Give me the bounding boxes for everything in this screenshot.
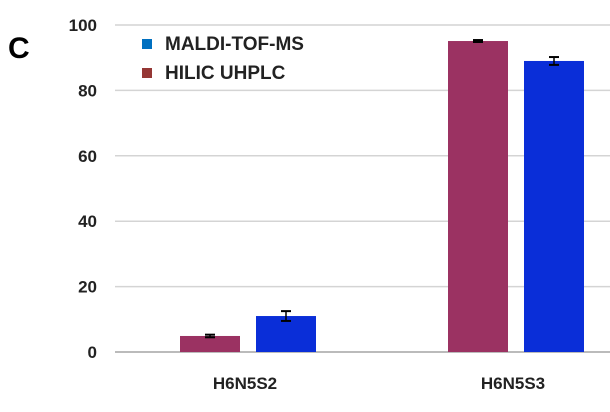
y-tick-label: 0 [88,343,97,362]
y-tick-label: 40 [78,212,97,231]
y-tick-label: 100 [69,16,97,35]
y-tick-label: 80 [78,81,97,100]
panel-label: C [8,32,30,65]
y-tick-label: 60 [78,147,97,166]
x-tick-label: H6N5S3 [481,374,545,393]
bar [180,335,240,352]
legend-label: HILIC UHPLC [165,63,286,84]
bar [448,41,508,352]
x-tick-label: H6N5S2 [213,374,277,393]
legend-label: MALDI-TOF-MS [165,34,304,55]
bar [256,316,316,352]
bar [524,60,584,352]
y-tick-label: 20 [78,278,97,297]
legend-swatch [142,39,152,49]
legend-swatch [142,68,152,78]
